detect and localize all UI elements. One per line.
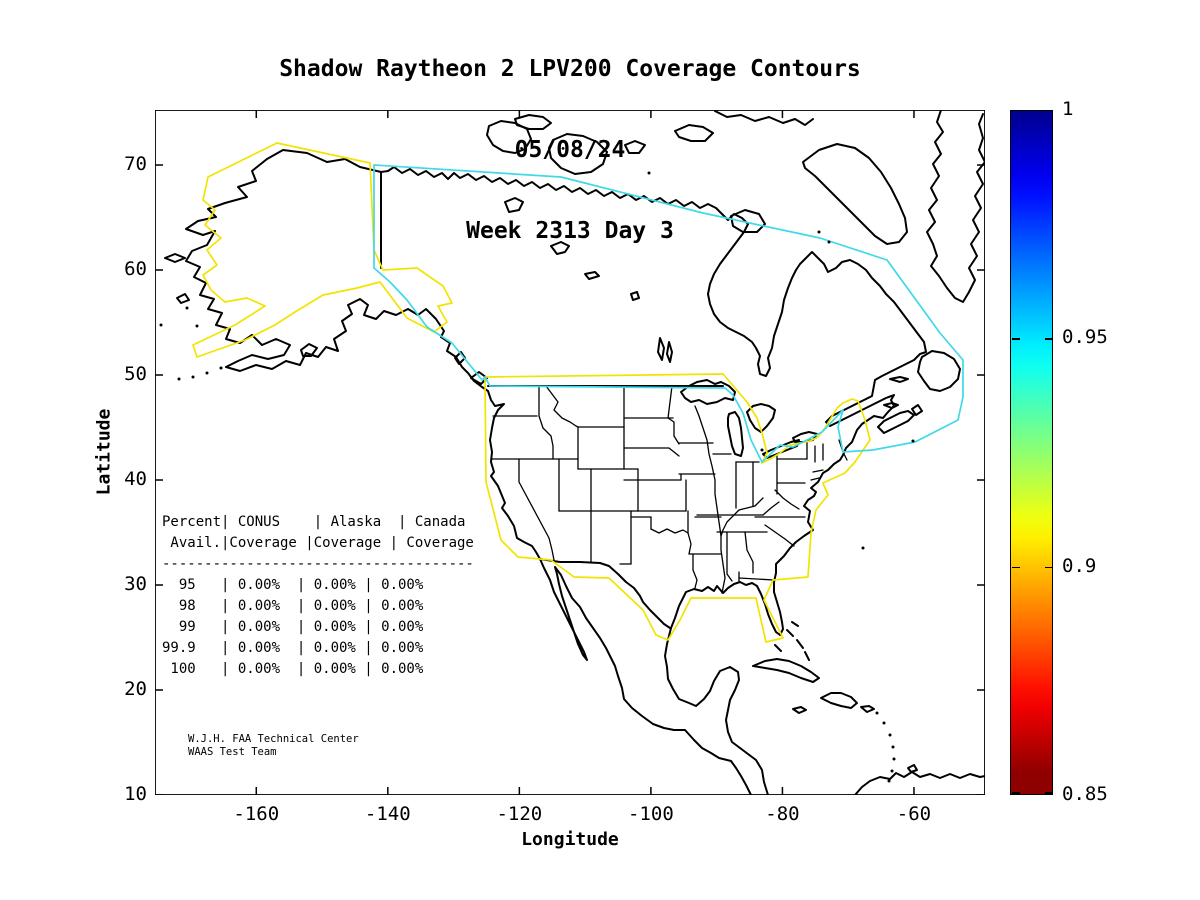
colorbar-tick-mark (1012, 338, 1020, 340)
map-plot (155, 110, 985, 795)
x-tick-label: -120 (496, 803, 543, 825)
colorbar (1010, 110, 1053, 795)
colorbar-tick-mark (1045, 338, 1053, 340)
y-tick-label: 50 (124, 363, 147, 385)
x-axis-label: Longitude (521, 829, 619, 850)
x-tick-label: -140 (364, 803, 411, 825)
y-tick-label: 30 (124, 573, 147, 595)
colorbar-tick-mark (1045, 566, 1053, 569)
plot-title-line1: Shadow Raytheon 2 LPV200 Coverage Contou… (279, 56, 861, 82)
colorbar-tick-label: 0.9 (1062, 554, 1097, 577)
colorbar-tick-mark (1012, 792, 1020, 794)
state-boundaries (490, 385, 848, 594)
x-tick-label: -160 (233, 803, 280, 825)
canada-contour (373, 164, 964, 463)
x-tick-label: -80 (765, 803, 800, 825)
colorbar-tick-label: 0.95 (1062, 326, 1108, 349)
credit-annotation: W.J.H. FAA Technical Center WAAS Test Te… (188, 733, 359, 758)
plot-title: Shadow Raytheon 2 LPV200 Coverage Contou… (155, 2, 985, 299)
colorbar-tick-mark (1012, 566, 1020, 569)
colorbar-tick-label: 1 (1062, 98, 1074, 120)
y-tick-label: 20 (124, 678, 147, 700)
x-tick-label: -60 (896, 803, 932, 825)
x-tick-label: -100 (628, 803, 674, 825)
y-tick-label: 40 (124, 468, 147, 490)
colorbar-tick-mark (1045, 792, 1053, 794)
y-tick-label: 70 (124, 153, 147, 176)
axis-ticks (155, 110, 985, 795)
conus-alaska-contour (192, 142, 871, 643)
y-tick-label: 60 (124, 258, 147, 280)
plot-title-line2: 05/08/24 (514, 137, 626, 163)
colorbar-tick-label: 0.85 (1062, 783, 1108, 805)
y-tick-label: 10 (124, 783, 147, 805)
coverage-table: Percent| CONUS | Alaska | Canada Avail.|… (162, 514, 474, 677)
small-islands (159, 171, 915, 783)
plot-title-line3: Week 2313 Day 3 (466, 218, 674, 244)
